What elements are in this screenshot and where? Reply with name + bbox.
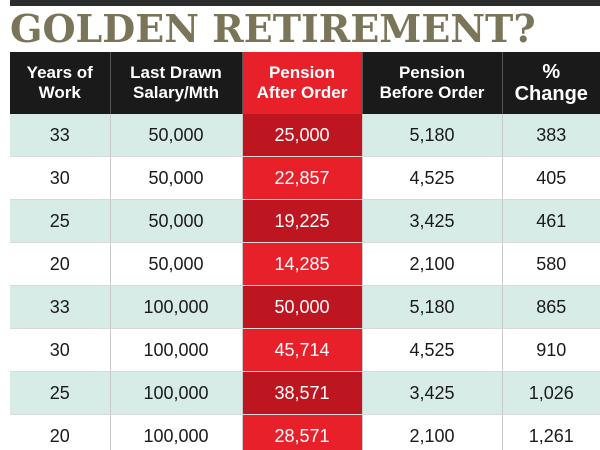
cell-percent-change: 1,026 <box>501 371 600 415</box>
cell-pension-before: 3,425 <box>361 371 502 415</box>
cell-pension-after: 45,714 <box>241 328 362 372</box>
table-row: 20 100,000 28,571 2,100 1,261 <box>10 414 600 450</box>
cell-percent-change: 461 <box>501 199 600 243</box>
header-last-drawn-salary: Last Drawn Salary/Mth <box>109 52 242 114</box>
table-row: 33 50,000 25,000 5,180 383 <box>10 114 600 157</box>
cell-percent-change: 910 <box>501 328 600 372</box>
cell-years: 33 <box>10 114 110 157</box>
table-row: 30 100,000 45,714 4,525 910 <box>10 328 600 372</box>
header-line: Work <box>38 83 81 102</box>
header-line: Pension <box>268 63 336 82</box>
header-pension-before-order: Pension Before Order <box>361 52 502 114</box>
cell-pension-after: 19,225 <box>241 199 362 243</box>
cell-pension-after: 25,000 <box>241 114 362 157</box>
cell-percent-change: 580 <box>501 242 600 286</box>
cell-salary: 100,000 <box>109 371 242 415</box>
header-line: % <box>542 61 561 83</box>
cell-pension-after: 50,000 <box>241 285 362 329</box>
pension-table: Years of Work Last Drawn Salary/Mth Pens… <box>10 52 600 450</box>
table-row: 25 50,000 19,225 3,425 461 <box>10 199 600 243</box>
cell-pension-before: 4,525 <box>361 328 502 372</box>
table-row: 20 50,000 14,285 2,100 580 <box>10 242 600 286</box>
title-rule <box>10 0 600 6</box>
cell-pension-after: 22,857 <box>241 156 362 200</box>
cell-salary: 100,000 <box>109 285 242 329</box>
header-line: Last Drawn <box>130 63 222 82</box>
header-line: Before Order <box>379 83 485 102</box>
cell-percent-change: 865 <box>501 285 600 329</box>
cell-salary: 50,000 <box>109 199 242 243</box>
cell-pension-before: 2,100 <box>361 414 502 450</box>
cell-years: 20 <box>10 414 110 450</box>
header-row: Years of Work Last Drawn Salary/Mth Pens… <box>10 52 600 114</box>
header-percent-change: % Change <box>501 52 600 114</box>
cell-percent-change: 1,261 <box>501 414 600 450</box>
cell-percent-change: 383 <box>501 114 600 157</box>
cell-salary: 100,000 <box>109 414 242 450</box>
header-years-of-work: Years of Work <box>10 52 110 114</box>
table-row: 25 100,000 38,571 3,425 1,026 <box>10 371 600 415</box>
cell-pension-after: 28,571 <box>241 414 362 450</box>
table-row: 33 100,000 50,000 5,180 865 <box>10 285 600 329</box>
cell-pension-after: 38,571 <box>241 371 362 415</box>
header-pension-after-order: Pension After Order <box>241 52 362 114</box>
cell-years: 30 <box>10 328 110 372</box>
cell-percent-change: 405 <box>501 156 600 200</box>
header-line: Salary/Mth <box>133 83 219 102</box>
cell-pension-before: 3,425 <box>361 199 502 243</box>
cell-pension-before: 2,100 <box>361 242 502 286</box>
chart-title: GOLDEN RETIREMENT? <box>10 6 536 51</box>
cell-pension-before: 5,180 <box>361 285 502 329</box>
cell-salary: 50,000 <box>109 114 242 157</box>
cell-years: 33 <box>10 285 110 329</box>
cell-salary: 50,000 <box>109 242 242 286</box>
cell-years: 25 <box>10 199 110 243</box>
table-row: 30 50,000 22,857 4,525 405 <box>10 156 600 200</box>
cell-salary: 50,000 <box>109 156 242 200</box>
cell-pension-before: 4,525 <box>361 156 502 200</box>
header-line: Pension <box>398 63 466 82</box>
cell-years: 30 <box>10 156 110 200</box>
cell-pension-before: 5,180 <box>361 114 502 157</box>
cell-pension-after: 14,285 <box>241 242 362 286</box>
cell-years: 25 <box>10 371 110 415</box>
header-line: After Order <box>256 83 348 102</box>
cell-salary: 100,000 <box>109 328 242 372</box>
header-line: Change <box>514 83 588 105</box>
cell-years: 20 <box>10 242 110 286</box>
table-body: 33 50,000 25,000 5,180 383 30 50,000 22,857 4,52… <box>10 114 600 450</box>
header-line: Years of <box>26 63 93 82</box>
